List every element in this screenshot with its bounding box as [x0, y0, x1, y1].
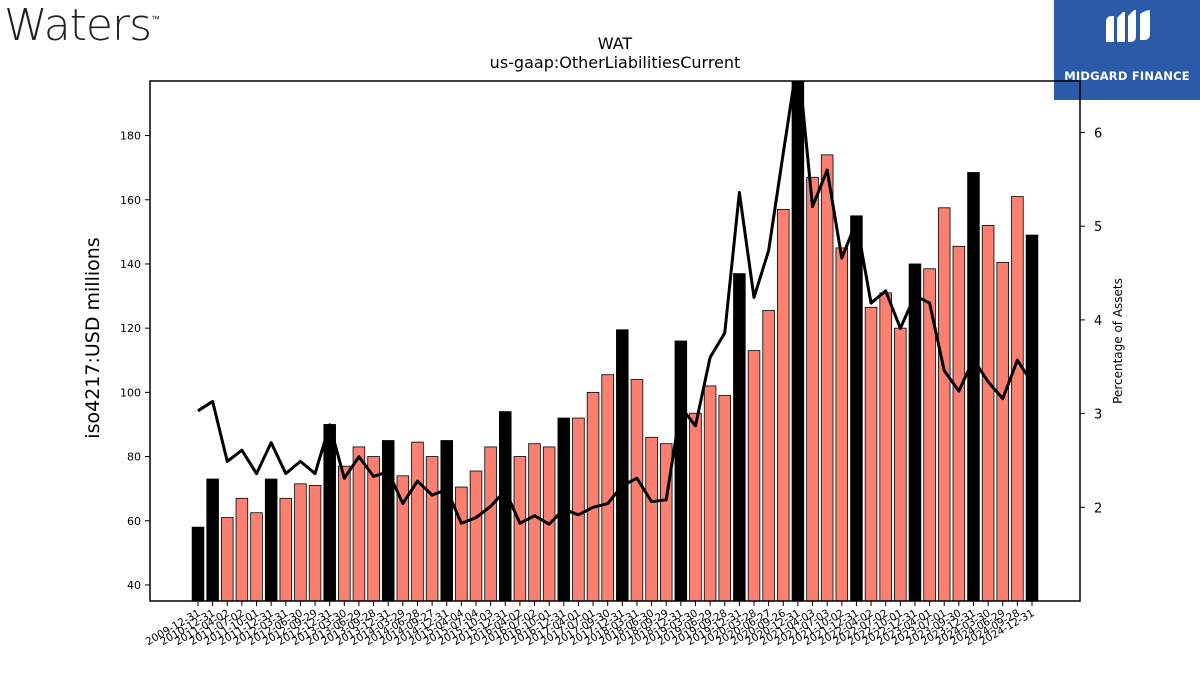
y-tick-label-80: 80: [127, 451, 141, 464]
y2-tick-label-5: 5: [1094, 220, 1102, 235]
bar-2022-04-02: [864, 306, 878, 601]
y2-tick-label-6: 6: [1094, 127, 1102, 142]
bar-2009-12-31: [191, 526, 205, 601]
bar-2011-04-02: [221, 517, 234, 601]
plot-frame: [149, 80, 1081, 602]
bar-2013-09-28: [367, 456, 380, 601]
bar-2020-06-27: [762, 310, 775, 601]
bar-2012-09-29: [308, 485, 322, 601]
bar-2012-12-31: [323, 424, 336, 601]
y-tick-label-100: 100: [120, 386, 141, 399]
bar-2020-12-31: [791, 81, 805, 601]
bar-2013-03-30: [338, 465, 351, 601]
bar-2018-12-31: [674, 340, 688, 601]
bar-2014-09-27: [425, 456, 439, 601]
y-tick-label-140: 140: [120, 258, 141, 271]
bars-layer: [191, 81, 1039, 601]
bar-2013-12-31: [381, 440, 395, 601]
bar-2022-07-02: [879, 292, 892, 601]
y2-tick-label-3: 3: [1094, 408, 1102, 423]
bar-2016-04-02: [513, 456, 527, 601]
waters-logo: Waters™: [4, 0, 160, 51]
y-tick-label-120: 120: [120, 322, 141, 335]
bar-2022-12-31: [908, 263, 922, 601]
bar-2024-12-31: [1025, 234, 1039, 601]
bar-2014-12-31: [440, 440, 453, 601]
bar-2015-12-31: [499, 411, 512, 601]
bar-2018-06-30: [645, 436, 658, 601]
bar-2017-09-30: [601, 374, 614, 601]
y-tick-label-180: 180: [120, 130, 141, 143]
bar-2024-09-28: [1011, 196, 1024, 601]
bar-2012-03-31: [279, 497, 293, 601]
chart-title: WAT: [598, 34, 633, 53]
midgard-emblem-icon: [1106, 10, 1150, 42]
bar-2018-09-29: [659, 443, 673, 601]
bar-2023-09-30: [952, 245, 966, 601]
bar-2020-09-26: [777, 208, 790, 601]
bar-2011-10-01: [250, 512, 263, 601]
bar-2016-07-02: [528, 443, 541, 601]
bar-2017-04-01: [572, 417, 585, 601]
chart-subtitle: us-gaap:OtherLiabilitiesCurrent: [490, 53, 741, 72]
bar-2023-07-01: [937, 207, 951, 601]
bar-2012-06-30: [294, 483, 307, 601]
pct-of-assets-line: [197, 81, 1034, 526]
y-axis-label: iso4217:USD millions: [82, 237, 104, 438]
bar-2015-10-03: [484, 446, 497, 601]
line-layer: [197, 81, 1034, 526]
bar-2017-07-01: [586, 391, 600, 601]
bar-2019-12-31: [733, 273, 746, 601]
bar-2019-06-29: [703, 385, 717, 601]
y-tick-label-160: 160: [120, 194, 141, 207]
bar-2011-12-31: [264, 478, 278, 601]
bar-2017-12-31: [616, 329, 629, 601]
y2-tick-label-4: 4: [1094, 314, 1102, 329]
midgard-finance-text: MIDGARD FINANCE: [1064, 69, 1190, 83]
trademark-symbol: ™: [151, 15, 160, 25]
bar-2020-03-28: [747, 350, 761, 601]
bar-2021-07-03: [820, 154, 834, 601]
bar-2023-12-31: [967, 172, 980, 601]
bar-2021-10-02: [835, 247, 849, 601]
bar-2024-03-30: [981, 225, 995, 601]
bar-2023-04-01: [923, 268, 936, 601]
axes-layer: 406080100120140160180234562009-12-312010…: [120, 127, 1102, 649]
bar-2015-04-04: [455, 486, 468, 601]
bar-2019-09-28: [718, 395, 731, 601]
waters-logo-text: Waters: [4, 0, 152, 51]
bar-2011-07-02: [235, 497, 249, 601]
midgard-finance-logo: MIDGARD FINANCE: [1054, 0, 1200, 100]
bar-2021-04-03: [806, 176, 819, 601]
y2-tick-label-2: 2: [1094, 501, 1102, 516]
y-tick-label-40: 40: [127, 579, 141, 592]
y-tick-label-60: 60: [127, 515, 141, 528]
bar-2024-06-29: [996, 261, 1009, 601]
bar-2014-06-28: [411, 441, 424, 601]
bar-2010-12-31: [206, 478, 219, 601]
bar-2021-12-31: [850, 215, 863, 601]
bar-2022-10-01: [894, 327, 907, 601]
bar-2019-03-30: [689, 412, 702, 601]
y2-axis-label: Percentage of Assets: [1111, 278, 1125, 404]
bar-2013-06-29: [352, 446, 366, 601]
bar-2018-03-31: [630, 379, 644, 601]
bar-2014-03-29: [396, 475, 410, 601]
bar-2015-07-04: [469, 470, 483, 601]
